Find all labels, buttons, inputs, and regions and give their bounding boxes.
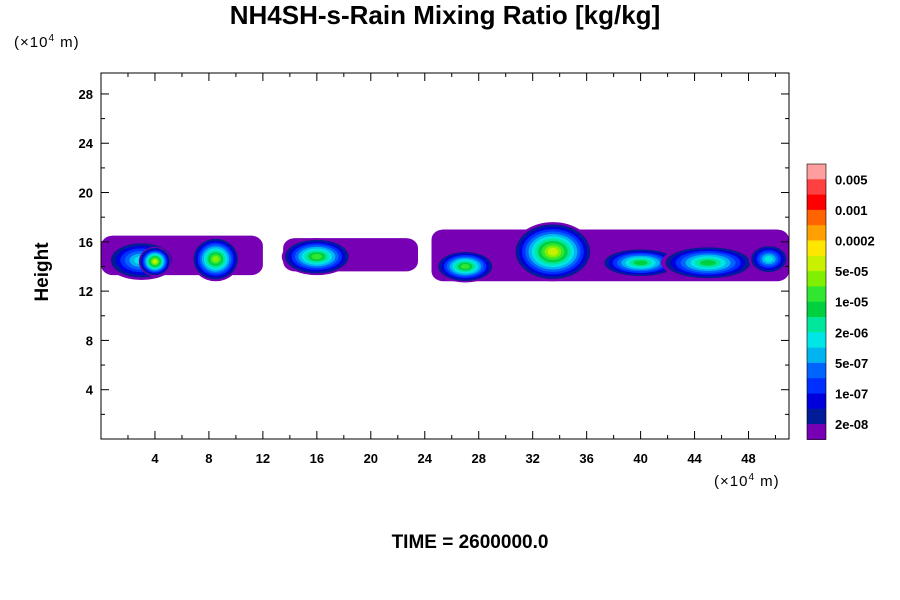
- x-axis-unit: (×104 m): [714, 472, 780, 490]
- chart-title: NH4SH-s-Rain Mixing Ratio [kg/kg]: [229, 0, 661, 30]
- colorbar-label: 0.005: [835, 172, 868, 187]
- y-tick-label: 4: [86, 383, 94, 398]
- colorbar-swatch: [807, 209, 826, 226]
- colorbar-swatch: [807, 362, 826, 379]
- colorbar-label: 0.001: [835, 203, 868, 218]
- colorbar-swatch: [807, 179, 826, 196]
- colorbar-swatch: [807, 164, 826, 180]
- y-axis-unit: (×104 m): [14, 33, 80, 51]
- cloud-cell-contour: [700, 259, 716, 266]
- colorbar-swatch: [807, 240, 826, 257]
- x-tick-label: 32: [525, 451, 539, 466]
- colorbar-swatch: [807, 271, 826, 287]
- colorbar-frame: [806, 163, 827, 440]
- x-tick-label: 44: [687, 451, 702, 466]
- x-tick-label: 20: [364, 451, 378, 466]
- colorbar-swatch: [807, 332, 826, 349]
- x-tick-label: 12: [256, 451, 270, 466]
- x-tick-label: 40: [633, 451, 647, 466]
- y-tick-label: 28: [79, 87, 93, 102]
- y-tick-label: 20: [79, 186, 93, 201]
- cloud-cell-contour: [311, 253, 323, 260]
- colorbar-swatch: [807, 194, 826, 211]
- colorbar-swatch: [807, 301, 826, 318]
- x-tick-label: 48: [741, 451, 755, 466]
- colorbar-label: 0.0002: [835, 234, 875, 249]
- colorbar-label: 2e-06: [835, 325, 868, 340]
- time-stamp: TIME = 2600000.0: [391, 532, 549, 553]
- y-tick-label: 16: [79, 235, 93, 250]
- colorbar-swatch: [807, 424, 826, 440]
- cloud-cell-contour: [764, 255, 774, 263]
- colorbar-label: 5e-05: [835, 264, 868, 279]
- colorbar-label: 2e-08: [835, 417, 868, 432]
- y-tick-label: 24: [79, 136, 94, 151]
- colorbar-swatch: [807, 347, 826, 364]
- x-tick-label: 28: [471, 451, 485, 466]
- x-tick-label: 8: [205, 451, 212, 466]
- cloud-cell-contour: [152, 259, 158, 264]
- cloud-cell-contour: [633, 260, 648, 266]
- cloud-cell-contour: [212, 256, 220, 263]
- cloud-cell-contour: [547, 247, 559, 256]
- colorbar-label: 1e-05: [835, 295, 868, 310]
- colorbar-swatch: [807, 393, 826, 410]
- x-tick-label: 36: [579, 451, 593, 466]
- colorbar-label: 1e-07: [835, 387, 868, 402]
- colorbar-swatch: [807, 255, 826, 272]
- y-tick-label: 8: [86, 333, 93, 348]
- mixing-ratio-field: [101, 222, 789, 283]
- colorbar: 0.005 0.001 0.0002 5e-05 1e-05 2e-06 5e-07 1e-0…: [806, 163, 875, 440]
- plot-frame: [100, 72, 790, 440]
- x-tick-label: 24: [418, 451, 433, 466]
- x-tick-label: 4: [151, 451, 159, 466]
- colorbar-swatch: [807, 286, 826, 303]
- x-tick-label: 16: [310, 451, 324, 466]
- y-tick-label: 12: [79, 284, 93, 299]
- colorbar-swatch: [807, 225, 826, 241]
- cloud-cell-contour: [460, 264, 470, 269]
- colorbar-swatch: [807, 378, 826, 394]
- colorbar-swatch: [807, 317, 826, 333]
- colorbar-label: 5e-07: [835, 356, 868, 371]
- colorbar-swatch: [807, 408, 826, 425]
